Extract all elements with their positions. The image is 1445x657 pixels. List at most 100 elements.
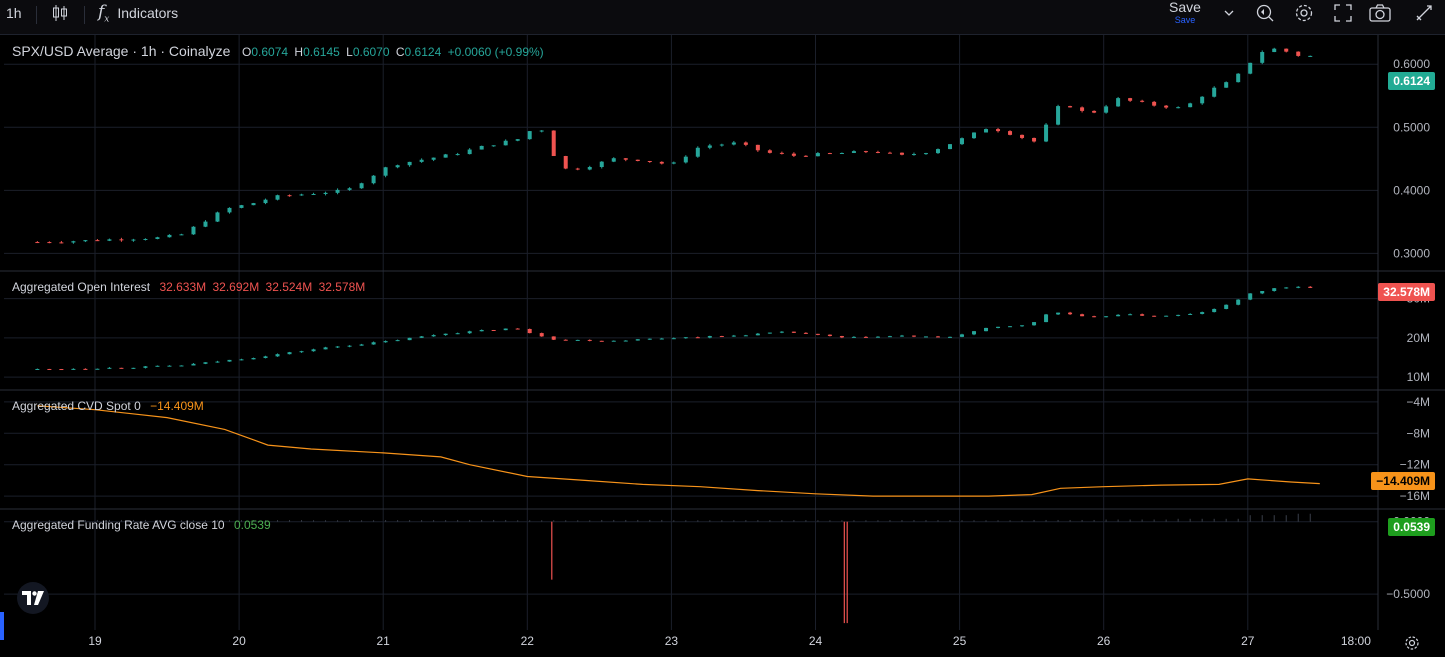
candle-body: [683, 337, 688, 339]
candle-body: [779, 331, 784, 333]
candle-body: [539, 130, 544, 132]
candle-body: [1140, 314, 1145, 316]
candle-body: [527, 328, 532, 334]
candle-body: [1152, 101, 1157, 106]
replay-icon[interactable]: [1253, 2, 1277, 24]
candle-body: [1188, 103, 1193, 108]
close-value: 0.6124: [404, 45, 442, 59]
oi-last-tag: 32.578M: [1378, 283, 1435, 301]
tradingview-logo[interactable]: [17, 582, 49, 614]
candle-body: [887, 336, 892, 338]
candle-body: [1308, 55, 1313, 57]
candle-body: [647, 160, 652, 162]
candle-body: [371, 175, 376, 184]
interval-button[interactable]: 1h: [6, 0, 22, 26]
candle-body: [407, 161, 412, 166]
candle-body: [1200, 96, 1205, 104]
oi-close: 32.578M: [318, 280, 366, 294]
candle-body: [359, 183, 364, 189]
price-last-tag: 0.6124: [1388, 72, 1435, 90]
candle-body: [839, 336, 844, 338]
price-axis-label: 0.6000: [1393, 57, 1430, 71]
candle-body: [311, 193, 316, 195]
candle-body: [659, 338, 664, 340]
settings-gear-icon[interactable]: [1402, 633, 1422, 653]
candle-body: [443, 333, 448, 336]
candle-body: [1020, 134, 1025, 138]
chart-type-button[interactable]: [50, 0, 70, 26]
candle-body: [251, 358, 256, 360]
candle-body: [1128, 98, 1133, 101]
candle-body: [815, 333, 820, 335]
fullscreen-icon[interactable]: [1331, 2, 1355, 24]
candle-body: [887, 152, 892, 154]
gear-icon[interactable]: [1292, 2, 1316, 24]
save-button[interactable]: Save Save: [1163, 0, 1207, 30]
candle-body: [827, 153, 832, 155]
side-scroll-handle[interactable]: [0, 612, 4, 640]
candle-body: [71, 241, 76, 243]
time-axis-label: 18:00: [1340, 634, 1371, 648]
candle-body: [503, 328, 508, 331]
funding-legend: Aggregated Funding Rate AVG close 10 0.0…: [12, 518, 271, 532]
candle-body: [647, 338, 652, 340]
candle-body: [131, 239, 136, 241]
candle-body: [803, 332, 808, 334]
indicators-button[interactable]: fx Indicators: [98, 0, 178, 26]
candle-body: [467, 149, 472, 155]
candle-body: [59, 369, 64, 371]
candle-body: [35, 368, 40, 370]
candle-body: [731, 335, 736, 337]
candle-body: [960, 334, 965, 337]
candle-body: [203, 362, 208, 364]
candle-body: [1248, 293, 1253, 300]
time-axis[interactable]: 19 20 21 22 23 24 25 26 27 18:00: [0, 630, 1445, 657]
candle-body: [239, 205, 244, 208]
candle-body: [851, 336, 856, 338]
candle-body: [467, 331, 472, 334]
chevron-down-icon[interactable]: [1219, 3, 1239, 23]
candle-body: [419, 159, 424, 162]
candle-body: [599, 340, 604, 342]
funding-value: 0.0539: [233, 518, 271, 532]
drawing-icon[interactable]: [1412, 2, 1436, 24]
price-title: SPX/USD Average · 1h · Coinalyze: [12, 43, 231, 59]
candle-body: [960, 138, 965, 145]
low-value: 0.6070: [352, 45, 390, 59]
candle-body: [587, 339, 592, 341]
candle-body: [671, 338, 676, 340]
candle-body: [1068, 106, 1073, 108]
candle-body: [731, 142, 736, 145]
candle-body: [972, 132, 977, 139]
candle-body: [275, 195, 280, 200]
candle-body: [347, 345, 352, 347]
candle-body: [984, 327, 989, 332]
chart-canvas[interactable]: 0.60000.50000.40000.300030M20M10M−4M−8M−…: [0, 35, 1445, 630]
candle-body: [587, 167, 592, 170]
candle-body: [1296, 51, 1301, 56]
price-axis-label: −12M: [1400, 458, 1430, 472]
time-axis-label: 22: [520, 634, 534, 648]
candle-body: [839, 152, 844, 154]
time-axis-label: 26: [1097, 634, 1111, 648]
price-axis-label: −4M: [1406, 395, 1430, 409]
candle-body: [107, 367, 112, 369]
candle-body: [491, 329, 496, 331]
interval-label: 1h: [6, 5, 22, 21]
candle-body: [1236, 73, 1241, 83]
candle-body: [119, 239, 124, 241]
candle-body: [155, 365, 160, 367]
top-toolbar: 1h fx Indicators Save Save: [0, 0, 1445, 35]
candle-body: [215, 361, 220, 363]
camera-icon[interactable]: [1368, 2, 1392, 24]
chart-area[interactable]: 0.60000.50000.40000.300030M20M10M−4M−8M−…: [0, 35, 1445, 630]
candle-body: [263, 199, 268, 204]
candle-body: [947, 336, 952, 338]
price-legend: SPX/USD Average · 1h · Coinalyze O0.6074…: [12, 43, 544, 59]
candle-body: [875, 151, 880, 153]
close-label: C: [395, 45, 405, 59]
candle-body: [827, 334, 832, 337]
candle-body: [167, 365, 172, 367]
high-value: 0.6145: [303, 45, 340, 59]
candle-body: [563, 339, 568, 341]
